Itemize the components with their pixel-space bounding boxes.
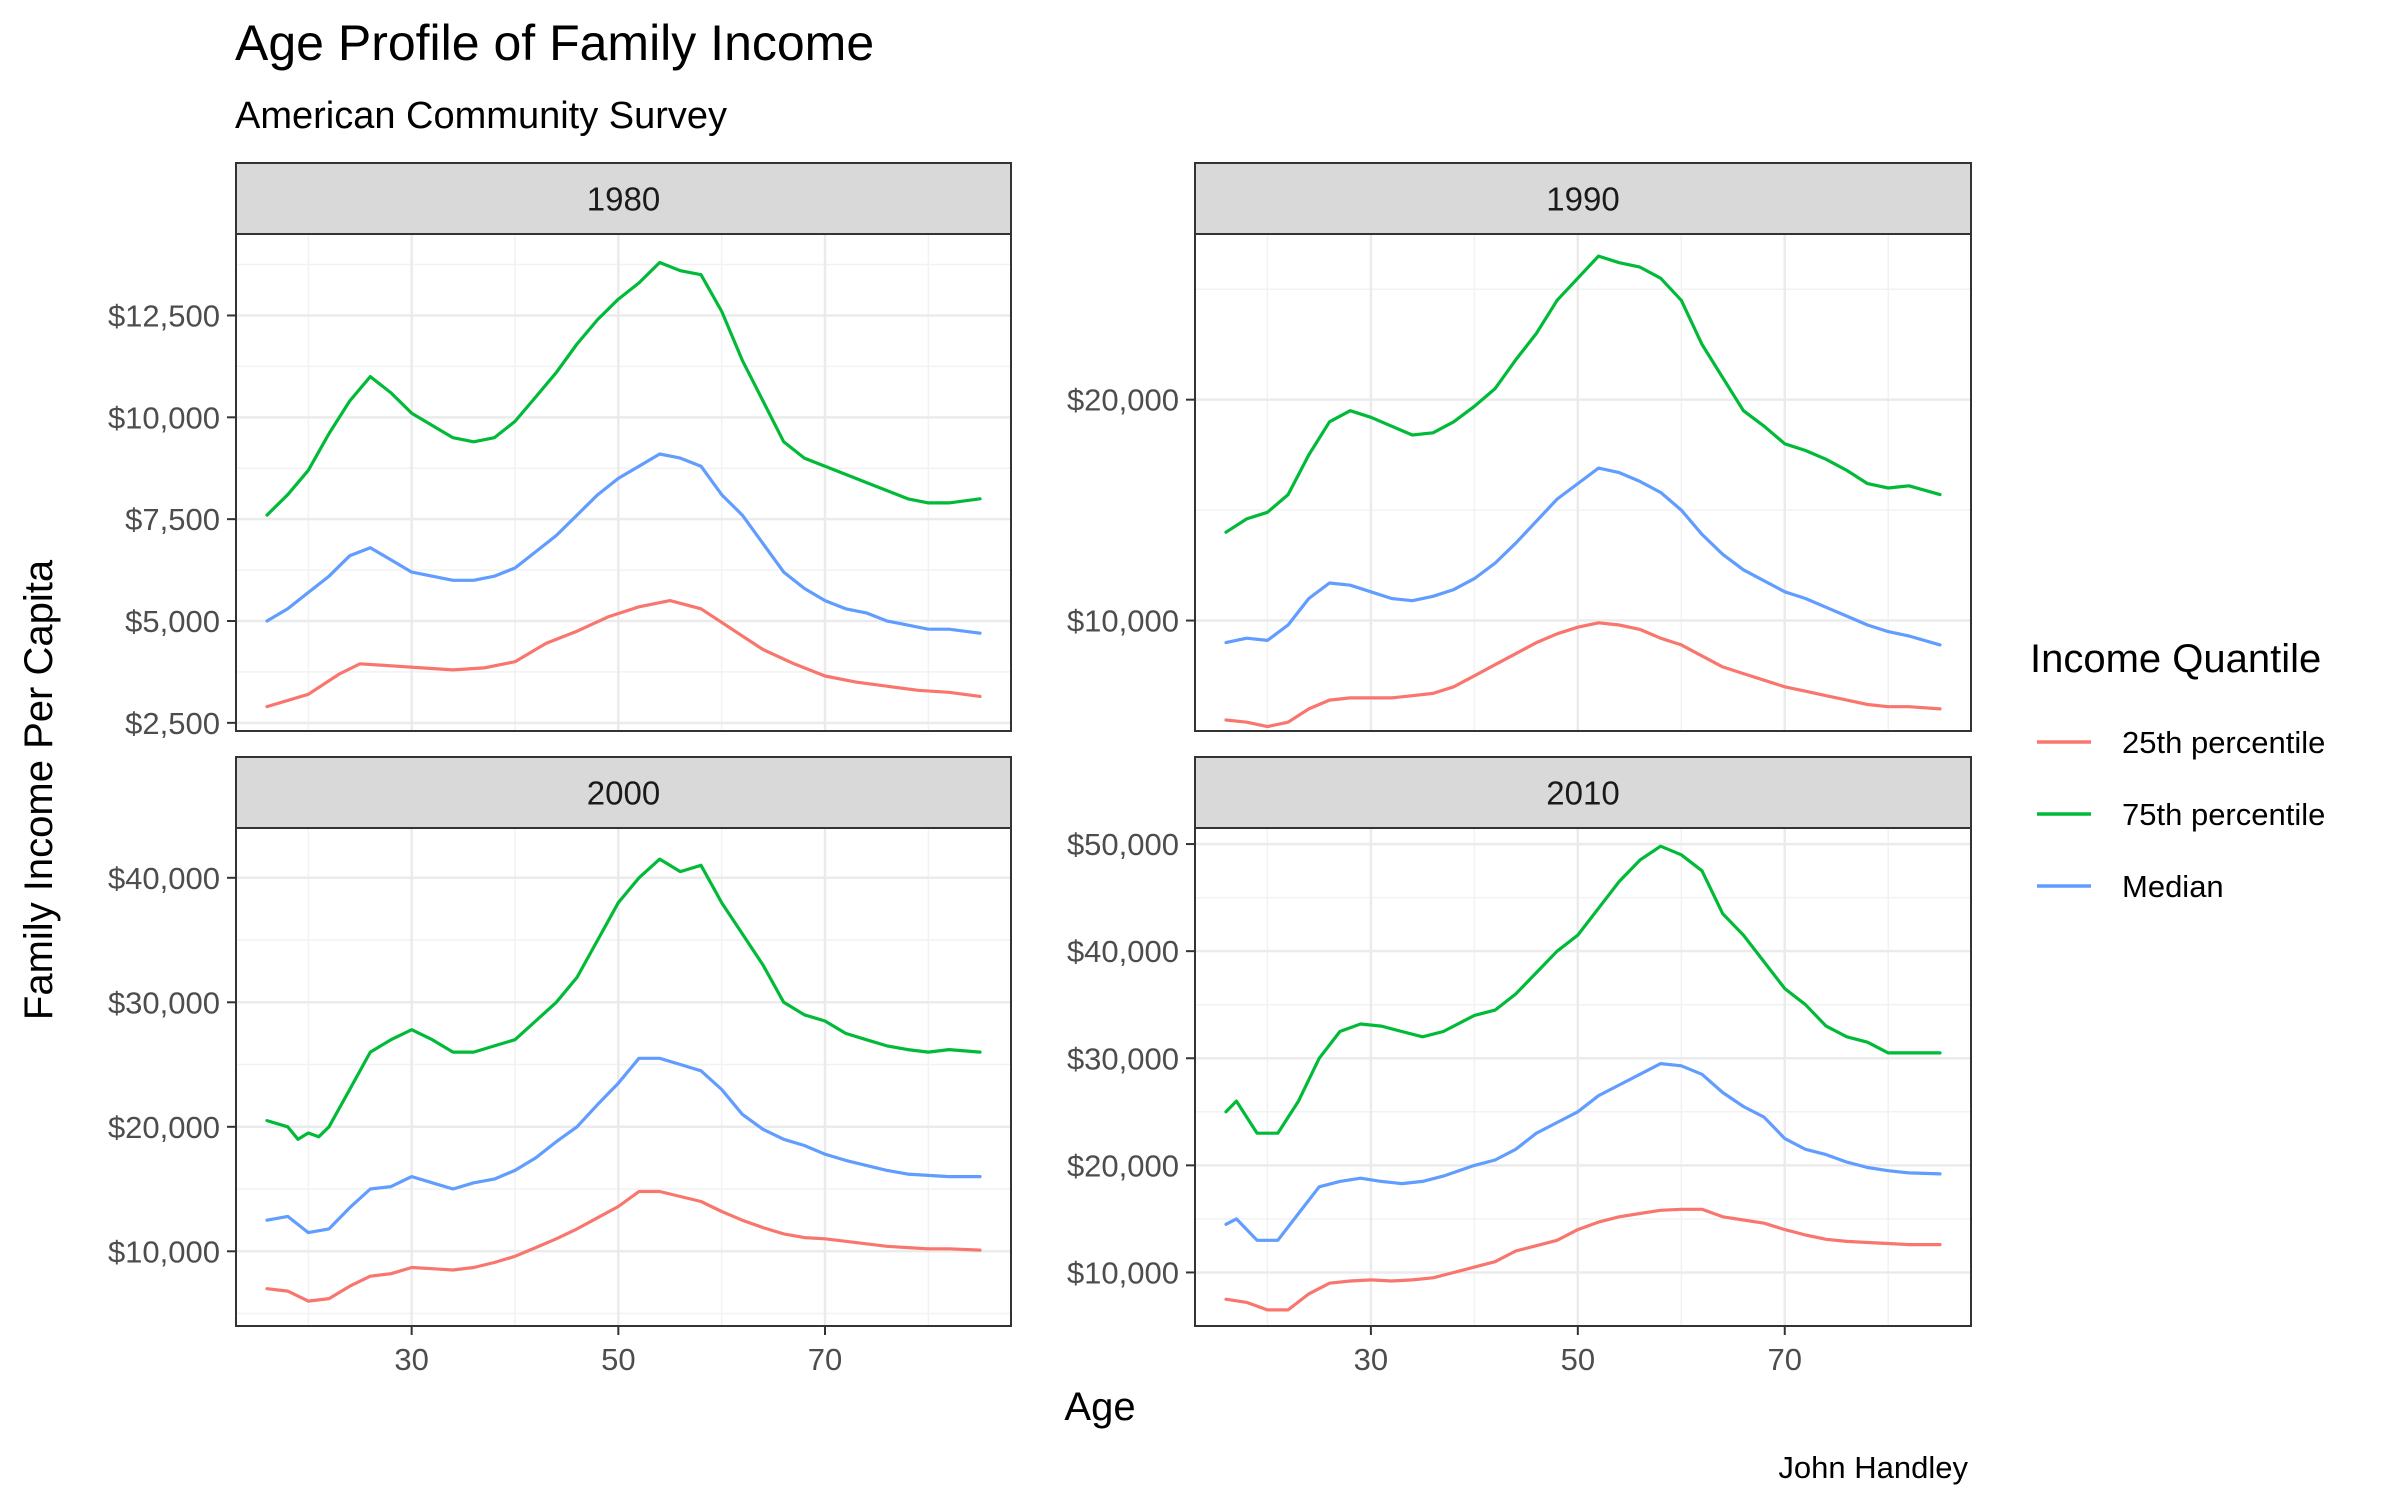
x-tick-label: 70 [1768,1342,1802,1377]
facet-panel-2000: 2000 $10,000 $20,000 $30,000 $40,000 30 50 70 [108,756,1012,1377]
series-line-25th-percentile [265,1189,982,1303]
facet-strip [1194,756,1972,829]
series-line-median [1224,1061,1942,1242]
panel-border [235,827,1012,1327]
y-tick-label: $30,000 [108,985,220,1020]
x-axis-title: Age [1064,1385,1135,1429]
y-axis-title: Family Income Per Capita [17,559,61,1020]
y-tick-label: $40,000 [108,861,220,896]
chart-subtitle: American Community Survey [235,95,727,137]
series-line-median [265,452,982,635]
y-tick-label: $50,000 [1067,827,1179,862]
facet-strip-label: 1990 [1546,181,1619,218]
facet-strip [1194,162,1972,235]
y-tick-label: $7,500 [125,502,220,537]
series-line-75th-percentile [1224,254,1942,534]
y-tick-label: $20,000 [108,1110,220,1145]
series-line-75th-percentile [265,857,982,1141]
legend: Income Quantile 25th percentile 75th perc… [2030,637,2325,904]
facet-strip [235,162,1012,235]
y-tick-label: $10,000 [108,400,220,435]
panel-border [235,233,1012,732]
legend-item-label: 25th percentile [2122,725,2325,760]
plot-background [1195,828,1971,1326]
facet-panel-1980: 1980 $2,500 $5,000 $7,500 $10,000 $12,500 [108,162,1012,741]
x-tick-label: 50 [601,1342,635,1377]
panel-border [1194,233,1972,732]
facet-panel-2010: 2010 $10,000 $20,000 $30,000 $40,000 $50,000 3… [1067,756,1972,1377]
y-tick-label: $12,500 [108,298,220,333]
series-line-75th-percentile [265,260,982,517]
y-tick-label: $40,000 [1067,934,1179,969]
legend-item-label: 75th percentile [2122,797,2325,832]
y-tick-label: $10,000 [108,1234,220,1269]
y-tick-label: $5,000 [125,604,220,639]
facet-strip [235,756,1012,829]
series-line-25th-percentile [265,598,982,709]
facet-strip-label: 2010 [1546,775,1619,812]
series-line-median [1224,466,1942,647]
y-tick-label: $10,000 [1067,604,1179,639]
y-tick-label: $20,000 [1067,383,1179,418]
y-tick-label: $2,500 [125,706,220,741]
facet-panel-1990: 1990 $10,000 $20,000 [1067,162,1972,732]
facet-strip-label: 2000 [587,775,660,812]
y-tick-label: $30,000 [1067,1041,1179,1076]
y-tick-label: $20,000 [1067,1148,1179,1183]
legend-title: Income Quantile [2030,637,2321,681]
x-tick-label: 30 [394,1342,428,1377]
plot-background [1195,234,1971,731]
chart-title: Age Profile of Family Income [235,15,874,71]
x-tick-label: 30 [1354,1342,1388,1377]
y-tick-label: $10,000 [1067,1255,1179,1290]
series-line-75th-percentile [1224,844,1942,1135]
plot-background [236,234,1011,731]
series-line-25th-percentile [1224,1207,1942,1312]
caption: John Handley [1778,1450,1968,1485]
series-line-median [265,1056,982,1235]
series-line-25th-percentile [1224,621,1942,729]
facet-panels: 1980 $2,500 $5,000 $7,500 $10,000 $12,500 1990… [108,162,1972,1377]
panel-border [1194,827,1972,1327]
legend-item-label: Median [2122,869,2224,904]
x-tick-label: 50 [1561,1342,1595,1377]
facet-strip-label: 1980 [587,181,660,218]
x-tick-label: 70 [808,1342,842,1377]
